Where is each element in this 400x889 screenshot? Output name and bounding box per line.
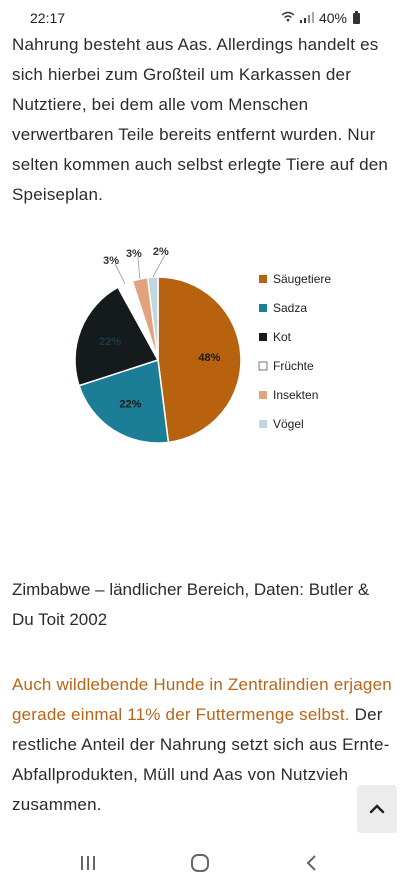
- pie-slice-vögel: [146, 276, 159, 361]
- back-icon: [306, 855, 316, 871]
- leader-line: [152, 254, 166, 278]
- article-paragraph-2: Auch wildlebende Hunde in Zentralindien …: [12, 670, 392, 820]
- battery-icon: [353, 10, 360, 24]
- article-paragraph: Nahrung besteht aus Aas. Allerdings hand…: [12, 35, 389, 204]
- leader-line: [114, 263, 126, 285]
- pie-slice-säugetiere: [157, 276, 242, 444]
- home-button[interactable]: [180, 848, 220, 878]
- data-label: 48%: [198, 352, 220, 364]
- legend-label: Insekten: [273, 388, 318, 402]
- legend-label: Säugetiere: [273, 272, 331, 286]
- legend-label: Kot: [273, 330, 292, 344]
- highlighted-text: Auch wildlebende Hunde in Zentralindien …: [12, 675, 392, 724]
- pie-slice-kot: [74, 286, 160, 387]
- battery-level: 40%: [318, 10, 347, 26]
- recent-apps-icon: [81, 856, 95, 870]
- back-button[interactable]: [292, 848, 332, 878]
- home-icon: [191, 854, 209, 872]
- legend-swatch: [258, 361, 268, 371]
- data-label: 22%: [119, 398, 141, 410]
- legend-label: Vögel: [273, 417, 304, 431]
- pie-slice-sadza: [78, 359, 170, 444]
- signal-icon: [299, 10, 315, 26]
- legend-swatch: [259, 275, 267, 283]
- chart-caption: Zimbabwe – ländlicher Bereich, Daten: Bu…: [12, 580, 370, 629]
- recent-apps-button[interactable]: [68, 848, 108, 878]
- chevron-up-icon: [369, 804, 385, 814]
- data-label: 3%: [103, 255, 119, 267]
- legend-swatch: [259, 420, 267, 428]
- legend-swatch: [259, 333, 267, 341]
- legend-swatch: [259, 391, 267, 399]
- status-indicators: 40%: [281, 10, 360, 26]
- status-time: 22:17: [30, 10, 66, 26]
- data-label: 3%: [126, 248, 142, 260]
- wifi-icon: [281, 11, 295, 25]
- status-bar: 22:17 40%: [0, 0, 400, 36]
- data-label: 2%: [153, 246, 169, 258]
- pie-chart: 48% 22% 22% 3% 3% 2% Säugetiere Sadza Kot Früchte…: [74, 246, 331, 444]
- legend-label: Sadza: [273, 301, 307, 315]
- data-label: 22%: [99, 336, 121, 348]
- legend-swatch: [259, 304, 267, 312]
- leader-line: [137, 256, 141, 280]
- scroll-to-top-button[interactable]: [357, 785, 397, 833]
- paragraph-text: Der restliche Anteil der Nahrung setzt s…: [12, 705, 390, 814]
- navigation-bar: [0, 840, 400, 889]
- legend-label: Früchte: [273, 359, 314, 373]
